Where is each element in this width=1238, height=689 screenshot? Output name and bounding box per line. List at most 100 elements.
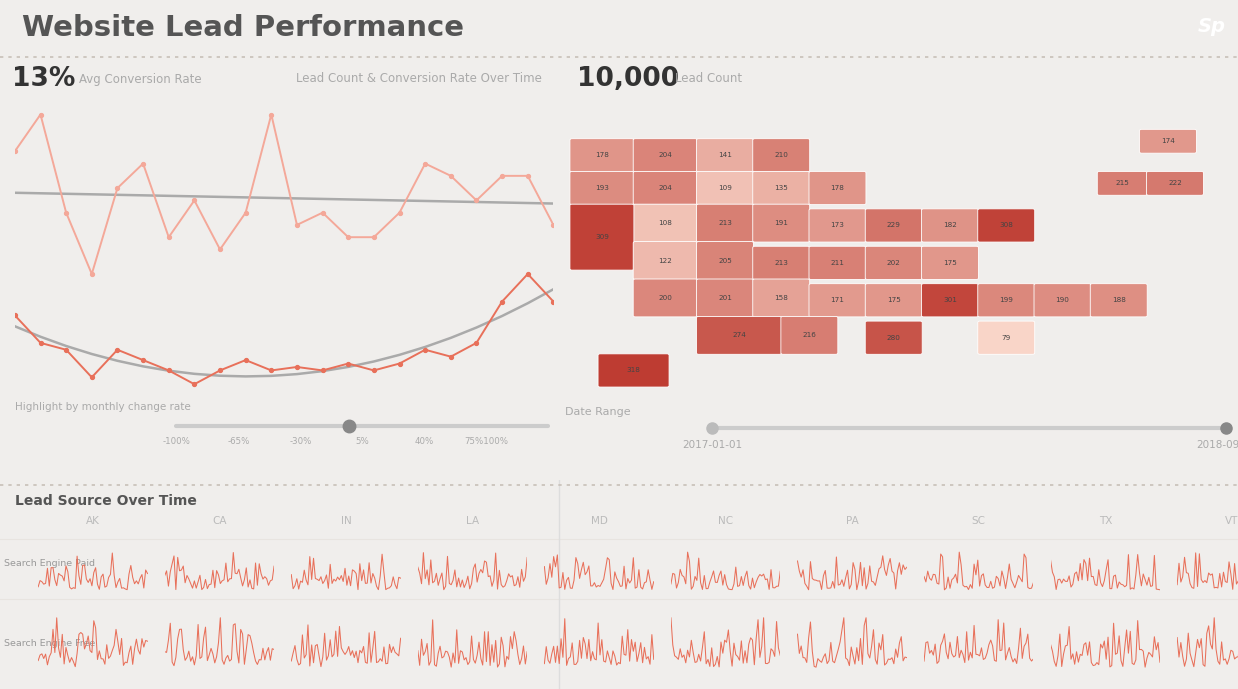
FancyBboxPatch shape xyxy=(808,284,865,317)
Text: 158: 158 xyxy=(774,295,789,301)
Text: IN: IN xyxy=(340,515,352,526)
FancyBboxPatch shape xyxy=(697,204,754,242)
Text: 141: 141 xyxy=(718,152,732,158)
FancyBboxPatch shape xyxy=(781,316,838,354)
Text: Search Engine Free: Search Engine Free xyxy=(4,639,95,648)
Text: 171: 171 xyxy=(831,297,844,303)
FancyBboxPatch shape xyxy=(697,242,754,280)
Text: LA: LA xyxy=(465,515,479,526)
FancyBboxPatch shape xyxy=(753,172,810,205)
Text: 201: 201 xyxy=(718,295,732,301)
Text: 274: 274 xyxy=(732,332,747,338)
Text: 175: 175 xyxy=(943,260,957,266)
Text: 301: 301 xyxy=(943,297,957,303)
FancyBboxPatch shape xyxy=(865,284,922,317)
FancyBboxPatch shape xyxy=(1146,172,1203,195)
FancyBboxPatch shape xyxy=(697,138,754,172)
Text: 40%: 40% xyxy=(415,437,433,446)
Text: NC: NC xyxy=(718,515,733,526)
FancyBboxPatch shape xyxy=(633,138,697,172)
FancyBboxPatch shape xyxy=(1139,130,1196,153)
FancyBboxPatch shape xyxy=(753,204,810,242)
FancyBboxPatch shape xyxy=(921,284,978,317)
Text: 211: 211 xyxy=(831,260,844,266)
FancyBboxPatch shape xyxy=(753,138,810,172)
FancyBboxPatch shape xyxy=(697,279,754,317)
FancyBboxPatch shape xyxy=(569,204,634,270)
Text: 10,000: 10,000 xyxy=(577,66,678,92)
Text: TX: TX xyxy=(1098,515,1112,526)
FancyBboxPatch shape xyxy=(633,172,697,205)
Text: Lead Count: Lead Count xyxy=(675,72,743,85)
Text: 108: 108 xyxy=(659,220,672,226)
FancyBboxPatch shape xyxy=(569,172,634,205)
FancyBboxPatch shape xyxy=(633,204,697,242)
Text: 202: 202 xyxy=(886,260,901,266)
Text: 122: 122 xyxy=(659,258,672,263)
FancyBboxPatch shape xyxy=(865,246,922,280)
FancyBboxPatch shape xyxy=(633,279,697,317)
Text: Website Lead Performance: Website Lead Performance xyxy=(22,14,464,41)
Text: 178: 178 xyxy=(831,185,844,191)
Text: 309: 309 xyxy=(595,234,609,240)
Text: 216: 216 xyxy=(802,332,816,338)
Text: 2018-09-27: 2018-09-27 xyxy=(1196,440,1238,451)
Text: 205: 205 xyxy=(718,258,732,263)
Text: 2017-01-01: 2017-01-01 xyxy=(682,440,742,451)
FancyBboxPatch shape xyxy=(808,246,865,280)
Text: Search Engine Paid: Search Engine Paid xyxy=(4,559,95,568)
Text: 308: 308 xyxy=(999,223,1013,229)
FancyBboxPatch shape xyxy=(978,284,1035,317)
Text: 222: 222 xyxy=(1167,181,1182,186)
Text: 190: 190 xyxy=(1056,297,1070,303)
Text: Avg Conversion Rate: Avg Conversion Rate xyxy=(78,72,202,85)
Text: 318: 318 xyxy=(626,367,640,373)
Text: AK: AK xyxy=(85,515,100,526)
Text: CA: CA xyxy=(212,515,227,526)
Text: -100%: -100% xyxy=(162,437,191,446)
FancyBboxPatch shape xyxy=(697,172,754,205)
FancyBboxPatch shape xyxy=(808,172,865,205)
Text: 5%: 5% xyxy=(355,437,369,446)
Text: 173: 173 xyxy=(831,223,844,229)
Text: 204: 204 xyxy=(659,185,672,191)
FancyBboxPatch shape xyxy=(753,246,810,280)
Text: PA: PA xyxy=(846,515,858,526)
Text: 193: 193 xyxy=(595,185,609,191)
Text: 213: 213 xyxy=(718,220,732,226)
Text: 109: 109 xyxy=(718,185,732,191)
FancyBboxPatch shape xyxy=(1034,284,1091,317)
Text: 79: 79 xyxy=(1002,335,1011,340)
Text: 200: 200 xyxy=(659,295,672,301)
Text: 191: 191 xyxy=(774,220,789,226)
Text: Lead Count & Conversion Rate Over Time: Lead Count & Conversion Rate Over Time xyxy=(296,72,542,85)
FancyBboxPatch shape xyxy=(753,279,810,317)
Text: -65%: -65% xyxy=(227,437,250,446)
Text: Sp: Sp xyxy=(1198,17,1226,36)
Text: 199: 199 xyxy=(999,297,1013,303)
FancyBboxPatch shape xyxy=(865,209,922,242)
Text: 210: 210 xyxy=(774,152,789,158)
FancyBboxPatch shape xyxy=(808,209,865,242)
FancyBboxPatch shape xyxy=(633,242,697,280)
Text: 13%: 13% xyxy=(12,66,76,92)
FancyBboxPatch shape xyxy=(569,138,634,172)
FancyBboxPatch shape xyxy=(921,209,978,242)
FancyBboxPatch shape xyxy=(697,316,781,354)
Text: VT: VT xyxy=(1226,515,1238,526)
FancyBboxPatch shape xyxy=(978,209,1035,242)
Text: 135: 135 xyxy=(774,185,789,191)
FancyBboxPatch shape xyxy=(598,354,669,387)
Text: 215: 215 xyxy=(1115,181,1129,186)
Text: 75%100%: 75%100% xyxy=(464,437,508,446)
Text: SC: SC xyxy=(972,515,985,526)
FancyBboxPatch shape xyxy=(1097,172,1148,195)
Text: 178: 178 xyxy=(595,152,609,158)
Text: 204: 204 xyxy=(659,152,672,158)
Text: 174: 174 xyxy=(1161,138,1175,144)
Text: 213: 213 xyxy=(774,260,789,266)
Text: MD: MD xyxy=(591,515,608,526)
FancyBboxPatch shape xyxy=(921,246,978,280)
Text: 175: 175 xyxy=(886,297,901,303)
Text: Date Range: Date Range xyxy=(565,407,630,417)
